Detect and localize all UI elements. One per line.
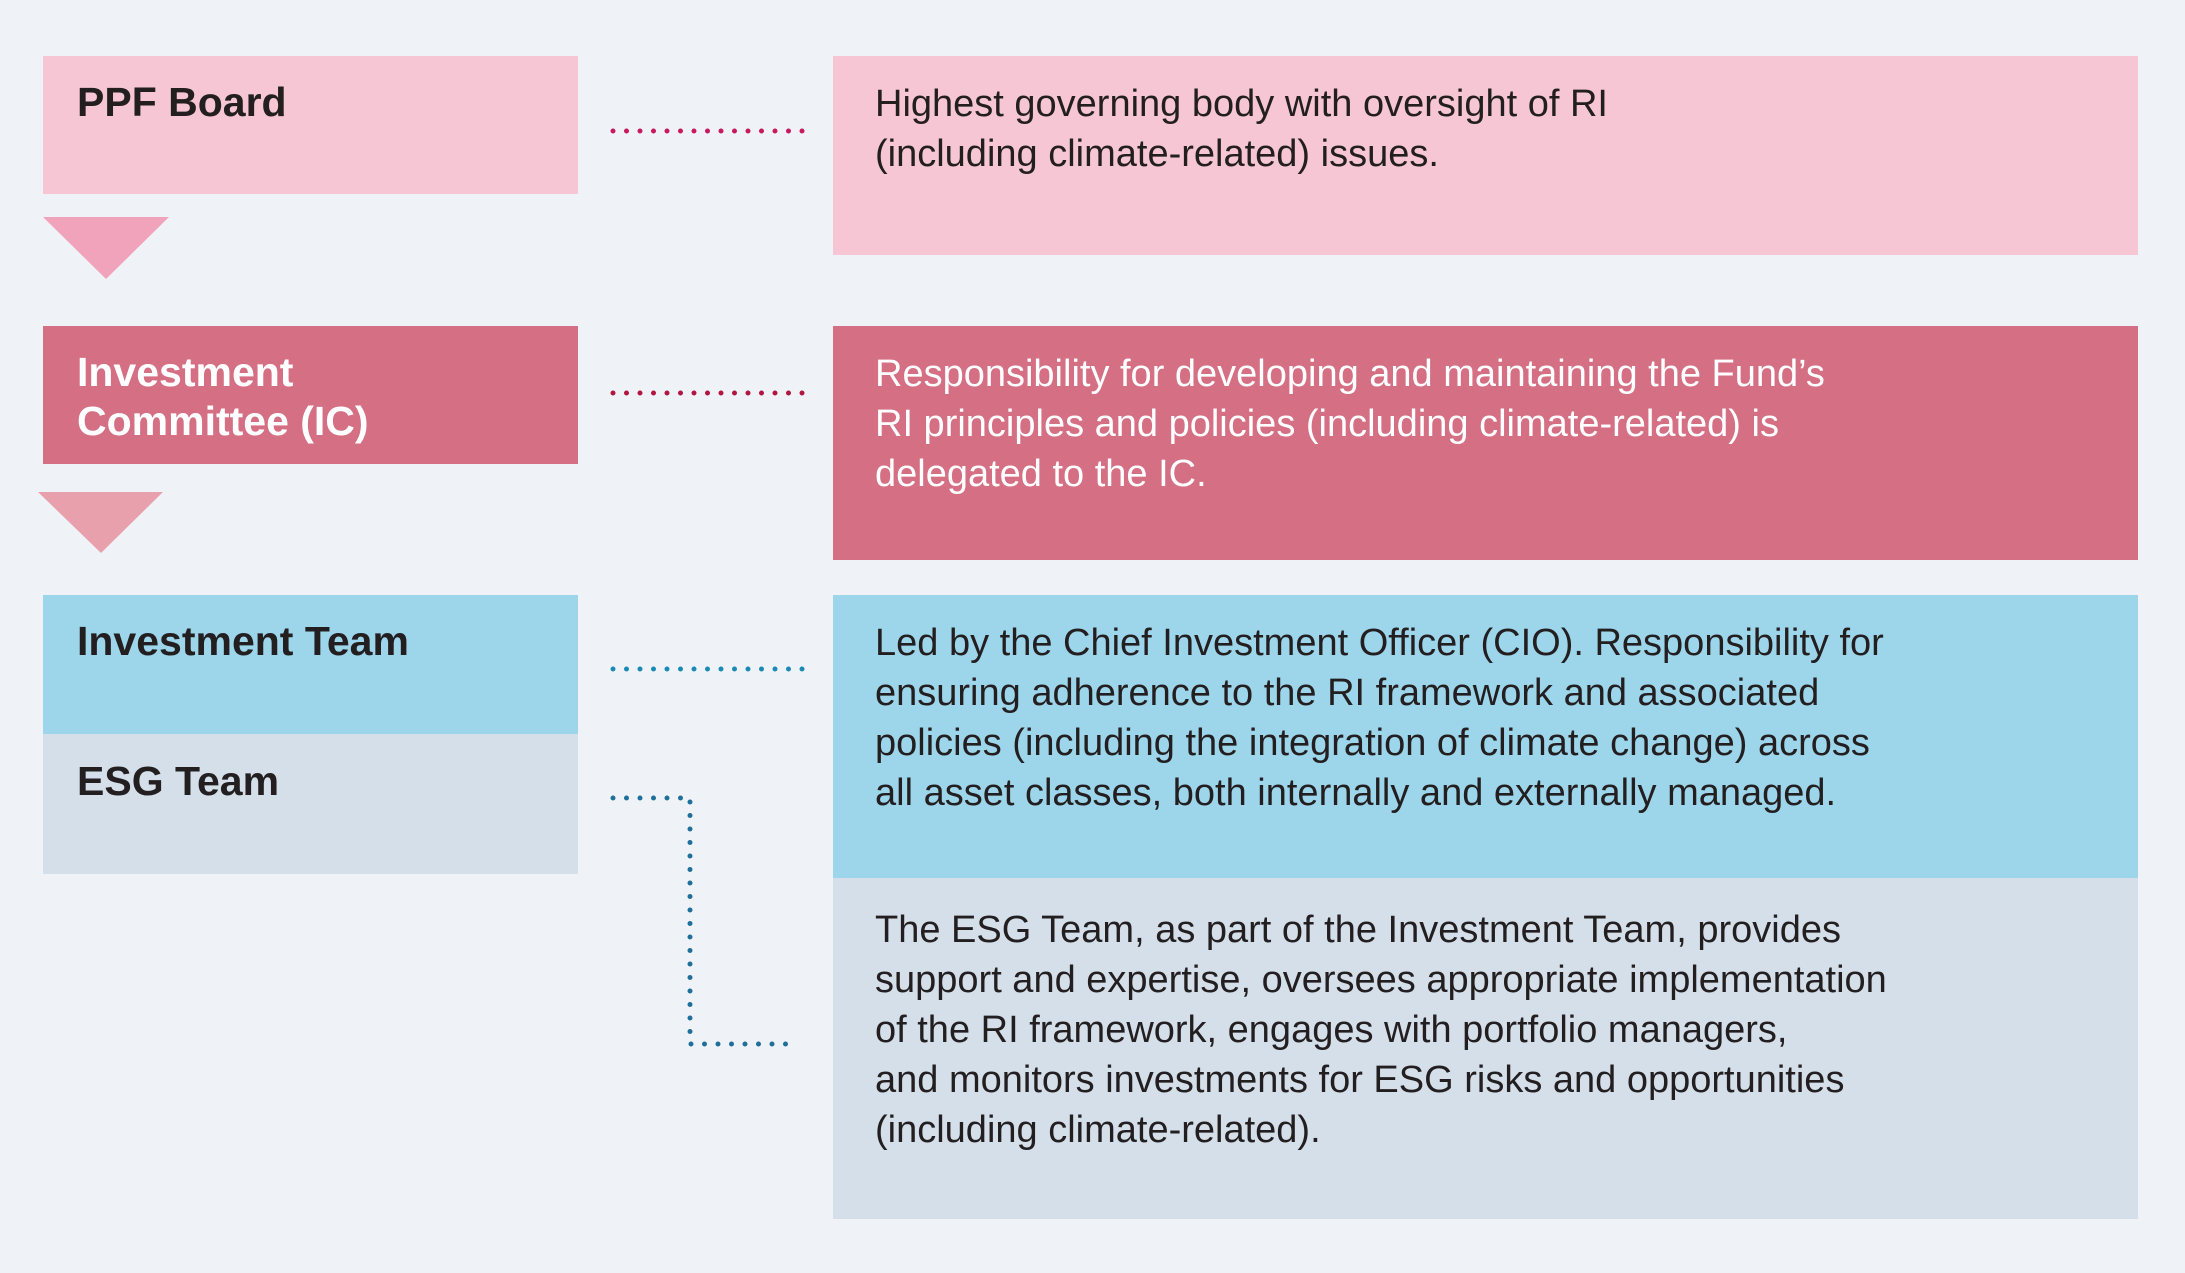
node-description: (including climate-related) issues.: [875, 133, 1439, 175]
node-description: policies (including the integration of c…: [875, 722, 1870, 764]
esg-team-box: [43, 734, 578, 874]
node-description: The ESG Team, as part of the Investment …: [875, 909, 1841, 951]
node-label: Committee (IC): [77, 398, 369, 444]
arrow-down: [38, 492, 163, 553]
node-description: Highest governing body with oversight of…: [875, 83, 1608, 125]
node-label: PPF Board: [77, 79, 287, 125]
node-label: Investment Team: [77, 618, 409, 664]
description-box: [833, 56, 2138, 255]
node-description: support and expertise, oversees appropri…: [875, 959, 1887, 1001]
node-description: RI principles and policies (including cl…: [875, 403, 1779, 445]
description-box: [833, 595, 2138, 878]
node-label: ESG Team: [77, 758, 279, 804]
connector: [610, 795, 801, 1047]
node-description: ensuring adherence to the RI framework a…: [875, 672, 1819, 714]
investment-team-box: [43, 595, 578, 734]
node-description: (including climate-related).: [875, 1109, 1321, 1151]
description-box: [833, 878, 2138, 1219]
node-description: all asset classes, both internally and e…: [875, 772, 1836, 814]
node-description: Responsibility for developing and mainta…: [875, 353, 1825, 395]
node-description: of the RI framework, engages with portfo…: [875, 1009, 1787, 1051]
board-box: [43, 56, 578, 194]
texts: PPF Board Highest governing body with ove…: [77, 79, 1887, 1151]
node-label: Investment: [77, 349, 294, 395]
description-box: [833, 326, 2138, 560]
node-description: Led by the Chief Investment Officer (CIO…: [875, 622, 1884, 664]
committee-box: [43, 326, 578, 464]
node-description: delegated to the IC.: [875, 453, 1207, 495]
arrow-down: [43, 217, 169, 279]
node-description: and monitors investments for ESG risks a…: [875, 1059, 1844, 1101]
